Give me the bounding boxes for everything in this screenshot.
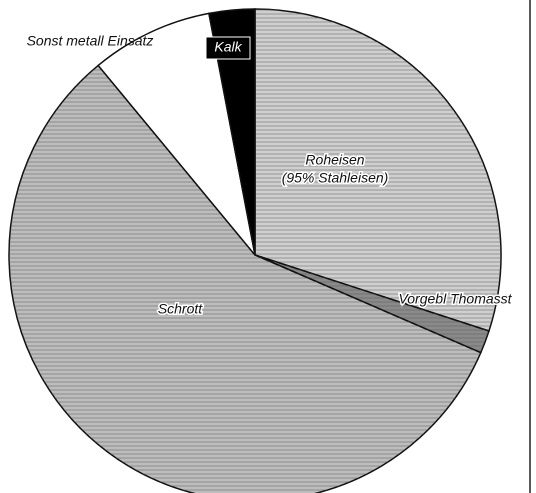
slice-label: Vorgebl Thomasst — [398, 291, 512, 307]
slice-hatch — [255, 255, 489, 353]
slice-label: (95% Stahleisen) — [282, 170, 389, 186]
slice-label: Schrott — [158, 301, 203, 317]
slice-label: Kalk — [214, 39, 242, 55]
slice-label: Sonst metall Einsatz — [27, 33, 154, 49]
pie-slice — [97, 12, 256, 256]
slice-hatch — [9, 65, 481, 493]
slice-label: Roheisen — [305, 152, 364, 168]
label-box — [205, 36, 251, 60]
slice-hatch — [255, 9, 501, 332]
pie-slice — [208, 8, 256, 256]
